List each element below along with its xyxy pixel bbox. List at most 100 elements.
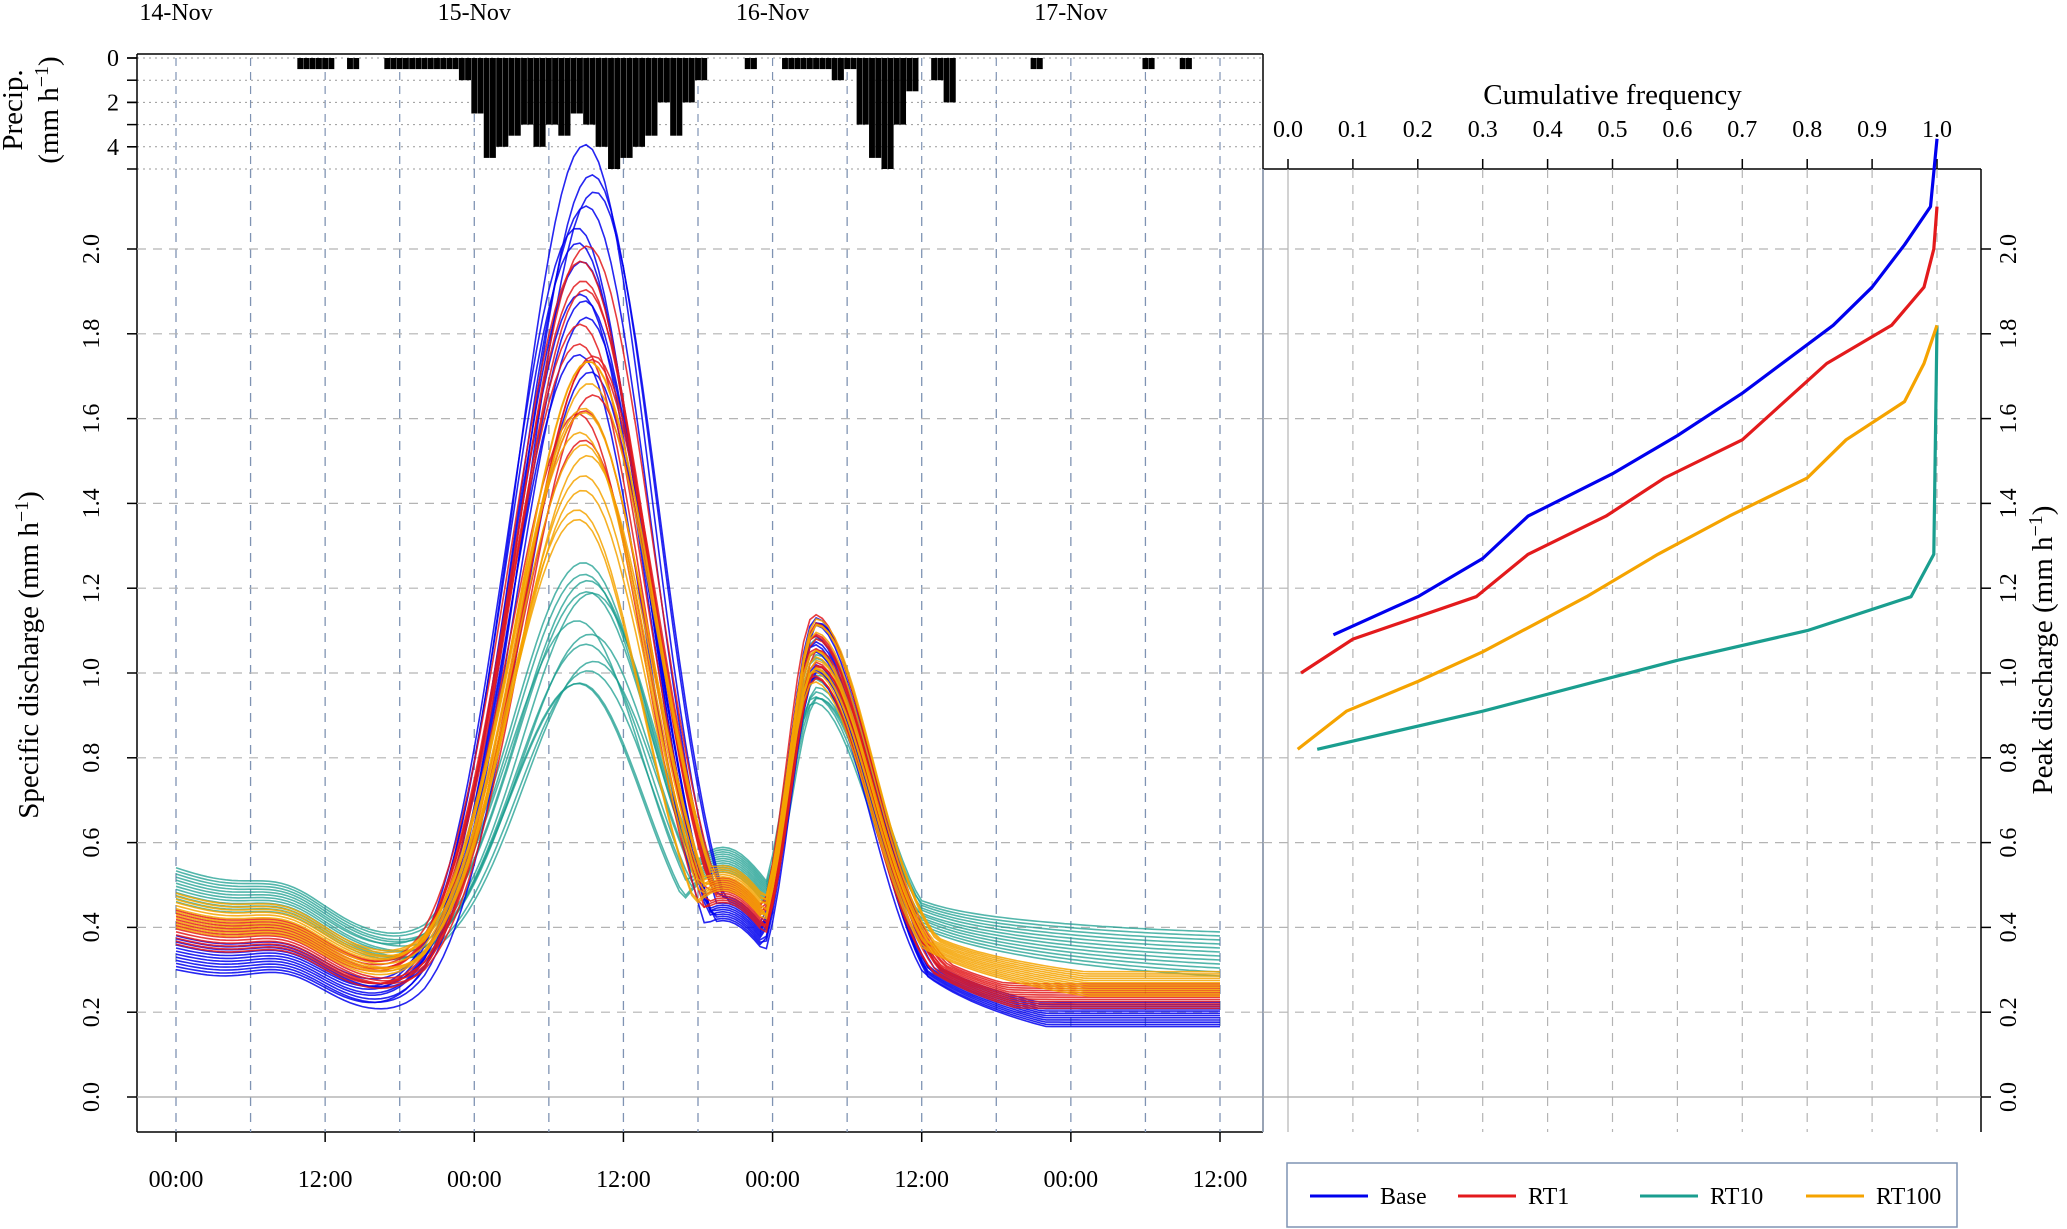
cdf-ytick-label: 0.2 — [1996, 997, 2022, 1027]
precip-bar — [496, 58, 503, 147]
precip-bar — [502, 58, 509, 147]
cdf-line-rt10 — [1316, 325, 1939, 751]
cdf-ylabel-main: Peak discharge (mm h — [2027, 536, 2059, 794]
precip-bar — [688, 58, 695, 103]
precip-bar — [1142, 58, 1149, 70]
cdf-line-base — [1332, 138, 1939, 637]
precip-ylabel-sup: −1 — [31, 66, 53, 87]
precip-bar — [1148, 58, 1155, 70]
hydrograph-line-rt100 — [175, 489, 1220, 993]
cdf-ytick-label: 1.4 — [1996, 488, 2022, 518]
precip-bar — [614, 58, 621, 169]
cdf-xtick-label: 0.0 — [1273, 117, 1303, 143]
legend-label: RT100 — [1876, 1184, 1941, 1210]
precip-ylabel-line1: Precip. — [0, 69, 29, 150]
precip-bar — [937, 58, 944, 81]
cdf-xtick-label: 0.1 — [1338, 117, 1368, 143]
hydro-xtick-label: 12:00 — [1193, 1167, 1248, 1193]
hydro-ytick-label: 1.0 — [79, 658, 105, 688]
cdf-ytick-label: 1.6 — [1996, 404, 2022, 434]
precip-bar — [471, 58, 478, 114]
cdf-xtick-label: 0.3 — [1468, 117, 1498, 143]
precip-bar — [794, 58, 801, 70]
precip-bar — [626, 58, 633, 158]
precip-bar — [558, 58, 565, 136]
precip-bar — [949, 58, 956, 103]
precip-bar — [434, 58, 440, 70]
cdf-ytick-label: 0.4 — [1996, 912, 2022, 942]
hydro-xtick-label: 00:00 — [149, 1167, 204, 1193]
precip-bar — [539, 58, 546, 147]
precip-bar — [328, 58, 335, 70]
precip-ylabel-prefix: (mm h — [33, 87, 65, 164]
cdf-ytick-label: 1.8 — [1996, 319, 2022, 349]
precip-bar — [446, 58, 453, 70]
precip-bar — [576, 58, 583, 114]
precip-bar — [322, 58, 329, 70]
hydrograph-line-rt100 — [175, 509, 1220, 995]
legend-label: Base — [1380, 1184, 1427, 1210]
precip-bar — [875, 58, 882, 158]
date-label: 17-Nov — [1034, 0, 1107, 26]
precip-bar — [347, 58, 353, 70]
hydro-ylabel-suffix: ) — [13, 491, 45, 501]
precip-bar — [825, 58, 832, 70]
cdf-xtick-label: 0.7 — [1727, 117, 1757, 143]
precip-bar — [608, 58, 614, 169]
precip-bar — [415, 58, 422, 70]
precip-bar — [1179, 58, 1186, 70]
cdf-ytick-label: 1.2 — [1996, 573, 2022, 603]
precip-bar — [483, 58, 490, 158]
precip-bar — [396, 58, 403, 70]
precip-bar — [819, 58, 826, 70]
precip-bar — [900, 58, 907, 125]
cdf-line-rt1 — [1300, 206, 1939, 675]
hydro-xtick-label: 00:00 — [447, 1167, 502, 1193]
hydro-ytick-label: 1.8 — [79, 319, 105, 349]
hydro-ylabel: Specific discharge (mm h−1) — [11, 491, 45, 819]
precip-bar — [477, 58, 484, 114]
precip-bar — [639, 58, 646, 147]
precip-bar — [620, 58, 627, 158]
hydro-xtick-label: 00:00 — [1044, 1167, 1099, 1193]
precip-bar — [465, 58, 472, 81]
precip-bar — [837, 58, 844, 81]
cdf-xtick-label: 0.5 — [1598, 117, 1628, 143]
hydrograph-line-rt100 — [175, 431, 1220, 984]
precip-bar — [695, 58, 701, 81]
precip-bar — [315, 58, 322, 70]
hydro-ytick-label: 2.0 — [79, 234, 105, 264]
hydro-xtick-label: 12:00 — [894, 1167, 949, 1193]
precip-bar — [527, 58, 534, 125]
precip-bar — [912, 58, 919, 92]
date-label: 16-Nov — [736, 0, 809, 26]
hydro-ytick-label: 0.0 — [79, 1082, 105, 1112]
hydro-ytick-label: 0.8 — [79, 743, 105, 773]
cdf-xtick-label: 0.9 — [1857, 117, 1887, 143]
precip-bar — [744, 58, 751, 70]
precip-bar — [782, 58, 788, 70]
hydro-ylabel-main: Specific discharge (mm h — [13, 522, 45, 819]
precip-bar — [645, 58, 652, 136]
hydrograph-line-rt100 — [175, 454, 1220, 988]
precip-bar — [1036, 58, 1043, 70]
hydro-xtick-label: 12:00 — [298, 1167, 353, 1193]
precip-tick-label: 4 — [107, 135, 119, 161]
precip-bar — [788, 58, 795, 70]
precip-bar — [701, 58, 708, 81]
precip-bar — [887, 58, 894, 169]
hydro-ytick-label: 1.2 — [79, 573, 105, 603]
precip-bar — [390, 58, 397, 70]
precip-bar — [651, 58, 658, 136]
hydrograph-line-rt100 — [175, 518, 1220, 997]
hydrograph-line-rt100 — [175, 444, 1220, 986]
precip-bar — [893, 58, 900, 125]
precip-bar — [508, 58, 515, 136]
precip-bar — [632, 58, 639, 147]
precip-bar — [931, 58, 938, 81]
precip-bar — [595, 58, 602, 147]
precip-bar — [521, 58, 527, 125]
cdf-xtick-label: 0.6 — [1662, 117, 1692, 143]
precip-bar — [583, 58, 590, 125]
hydrograph-line-rt1 — [175, 409, 1220, 1005]
